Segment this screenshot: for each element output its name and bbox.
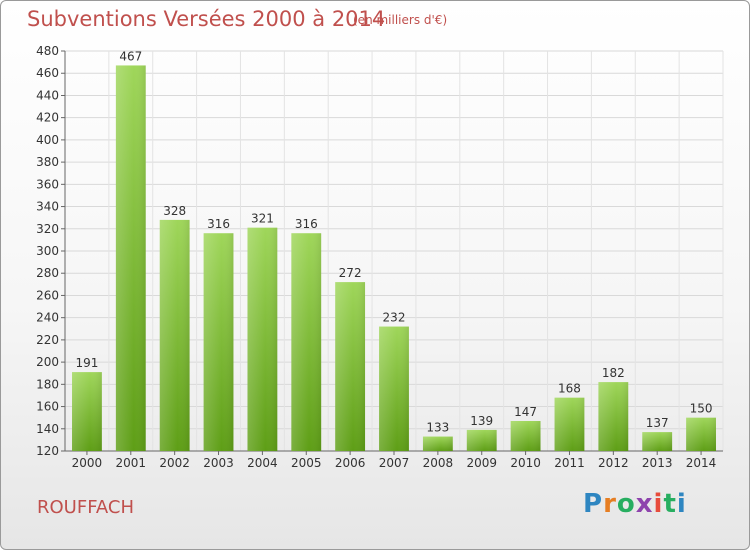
x-tick-label-2007: 2007 (379, 456, 410, 470)
y-tick-label: 440 (36, 88, 59, 102)
y-tick-label: 160 (36, 400, 59, 414)
x-tick-label-2001: 2001 (116, 456, 147, 470)
commune-name: ROUFFACH (37, 497, 135, 518)
bar-shade-2010 (510, 421, 541, 451)
value-label-2009: 139 (470, 414, 493, 428)
logo-letter: x (635, 489, 654, 519)
x-tick-label-2013: 2013 (642, 456, 673, 470)
y-tick-label: 400 (36, 133, 59, 147)
bar-shade-2006 (335, 282, 366, 451)
x-tick-label-2009: 2009 (466, 456, 497, 470)
value-labels: 191 467 328 316 321 316 272 232 133 139 147 168 182 1… (75, 49, 712, 434)
bar-shade-2000 (72, 372, 102, 451)
value-label-2003: 316 (207, 217, 230, 231)
value-label-2006: 272 (339, 266, 362, 280)
logo-letter: t (663, 489, 677, 519)
logo-letter: P (583, 489, 604, 519)
bar-shade-2009 (466, 429, 497, 451)
value-label-2010: 147 (514, 405, 537, 419)
bar-shade-2013 (642, 432, 673, 451)
y-tick-label: 200 (36, 355, 59, 369)
y-tick-label: 340 (36, 200, 59, 214)
bar-shade-2008 (422, 436, 453, 451)
bar-shade-2002 (159, 219, 190, 451)
y-tick-label: 480 (36, 44, 59, 58)
logo-letter: i (676, 489, 687, 519)
y-tick-label: 300 (36, 244, 59, 258)
value-label-2008: 133 (426, 421, 449, 435)
y-tick-label: 240 (36, 311, 59, 325)
chart-title: Subventions Versées 2000 à 2014 (27, 7, 386, 31)
value-label-2000: 191 (75, 356, 98, 370)
y-tick-label: 280 (36, 266, 59, 280)
y-tick-label: 320 (36, 222, 59, 236)
y-axis-ticks: 120 140 160 180 200 220 240 260 280 300 320 340 360 3… (36, 44, 65, 458)
x-tick-label-2010: 2010 (510, 456, 541, 470)
value-label-2002: 328 (163, 204, 186, 218)
x-tick-label-2008: 2008 (423, 456, 454, 470)
logo-letter: o (616, 489, 636, 519)
x-tick-label-2011: 2011 (554, 456, 585, 470)
x-axis-ticks: 2000 2001 2002 2003 2004 2005 2006 2007 2008 2009… (72, 451, 717, 470)
proxiti-logo: Proxiti (583, 489, 687, 519)
value-label-2005: 316 (295, 217, 318, 231)
logo-letter: i (653, 489, 664, 519)
value-label-2013: 137 (646, 416, 669, 430)
chart-subtitle: (en milliers d'€) (353, 13, 448, 27)
value-label-2001: 467 (119, 49, 142, 63)
x-tick-label-2012: 2012 (598, 456, 629, 470)
y-tick-label: 420 (36, 111, 59, 125)
bars (72, 65, 716, 451)
y-tick-label: 380 (36, 155, 59, 169)
logo-letter: r (603, 489, 617, 519)
bar-shade-2001 (115, 65, 146, 451)
x-tick-label-2003: 2003 (203, 456, 234, 470)
value-label-2014: 150 (690, 402, 713, 416)
x-tick-label-2005: 2005 (291, 456, 322, 470)
y-tick-label: 360 (36, 177, 59, 191)
x-tick-label-2002: 2002 (159, 456, 190, 470)
value-label-2004: 321 (251, 212, 274, 226)
y-tick-label: 120 (36, 444, 59, 458)
bar-shade-2005 (291, 233, 322, 451)
y-tick-label: 180 (36, 377, 59, 391)
bar-shade-2007 (379, 326, 409, 451)
y-tick-label: 220 (36, 333, 59, 347)
bar-shade-2004 (247, 227, 278, 451)
y-tick-label: 140 (36, 422, 59, 436)
y-tick-label: 460 (36, 66, 59, 80)
value-label-2007: 232 (383, 311, 406, 325)
bar-shade-2011 (554, 397, 585, 451)
x-tick-label-2006: 2006 (335, 456, 366, 470)
value-label-2011: 168 (558, 382, 581, 396)
bar-shade-2014 (686, 417, 716, 451)
x-tick-label-2014: 2014 (686, 456, 717, 470)
x-tick-label-2000: 2000 (72, 456, 103, 470)
x-tick-label-2004: 2004 (247, 456, 278, 470)
value-label-2012: 182 (602, 366, 625, 380)
y-tick-label: 260 (36, 288, 59, 302)
bar-shade-2003 (203, 233, 234, 451)
bar-shade-2012 (598, 382, 629, 451)
